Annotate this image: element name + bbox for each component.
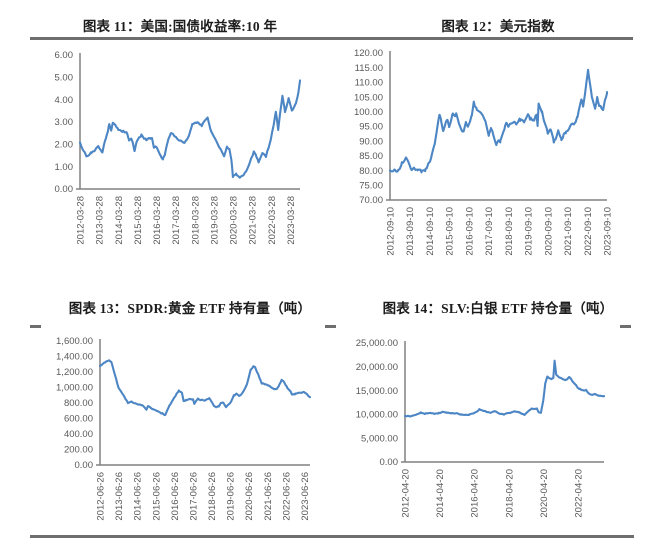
x-tick-label: 2014-04-20 [435, 469, 446, 518]
y-tick-label: 95.00 [359, 122, 383, 133]
y-tick-label: 20,000.00 [356, 362, 398, 373]
y-tick-label: 1,600.00 [56, 336, 93, 347]
series-line [78, 79, 302, 179]
y-tick-label: 120.00 [354, 48, 383, 59]
chart-figure-12: 120.00 115.00 110.00 105.00 100.00 95.00 90.00… [354, 48, 614, 255]
y-tick-label: 115.00 [355, 63, 383, 74]
chart-figure-13: 1,600.00 1,400.00 1,200.00 1,000.00 800.00 60… [56, 336, 312, 521]
x-tick-label: 2018-09-10 [504, 207, 515, 256]
y-tick-label: 5.00 [55, 73, 74, 84]
x-tick-label: 2019-09-10 [524, 207, 535, 256]
x-tick-label: 2019-03-28 [209, 196, 220, 245]
x-tick-label: 2012-06-26 [96, 472, 107, 521]
x-tick-label: 2021-09-10 [563, 207, 574, 256]
y-tick-label: 80.00 [359, 166, 383, 177]
x-tick-label: 2015-03-28 [133, 196, 144, 245]
y-tick-label: 90.00 [359, 136, 383, 147]
y-tick-label: 110.00 [355, 78, 383, 89]
x-tick-label: 2017-03-28 [171, 196, 182, 245]
x-tick-label: 2017-06-26 [188, 472, 199, 521]
x-tick-label: 2023-09-10 [603, 207, 614, 256]
x-tick-label: 2014-09-10 [425, 207, 436, 256]
x-tick-label: 2021-03-28 [248, 196, 259, 245]
x-tick-label: 2015-09-10 [445, 207, 456, 256]
y-tick-label: 15,000.00 [356, 386, 398, 397]
figure-12-title: 图表 12：美元指数 [441, 19, 555, 34]
figure-13-title: 图表 13：SPDR:黄金 ETF 持有量（吨） [68, 301, 312, 316]
x-tick-label: 2020-03-28 [229, 196, 240, 245]
y-tick-label: 6.00 [55, 50, 74, 61]
x-tick-label: 2016-09-10 [464, 207, 475, 256]
y-tick-label: 3.00 [55, 117, 74, 128]
y-tick-label: 0.00 [75, 460, 94, 471]
x-tick-label: 2023-03-28 [286, 196, 297, 245]
y-tick-label: 5,000.00 [361, 433, 398, 444]
x-tick-label: 2018-06-26 [207, 472, 218, 521]
x-tick-label: 2023-06-26 [300, 472, 311, 521]
bottom-border-rule [30, 535, 634, 538]
y-tick-label: 2.00 [55, 140, 74, 151]
top-title-rule [30, 37, 633, 40]
x-tick-label: 2018-04-20 [504, 469, 515, 518]
y-tick-label: 400.00 [64, 429, 93, 440]
y-tick-label: 105.00 [354, 92, 383, 103]
y-tick-label: 0.00 [380, 457, 399, 468]
y-tick-label: 1.00 [55, 162, 74, 173]
x-tick-label: 2012-09-10 [386, 207, 397, 256]
x-tick-label: 2012-04-20 [401, 469, 412, 518]
y-tick-label: 1,400.00 [56, 352, 93, 363]
x-tick-label: 2020-04-20 [539, 469, 550, 518]
y-tick-label: 85.00 [359, 151, 383, 162]
figure-11-title: 图表 11：美国:国债收益率:10 年 [82, 19, 278, 34]
y-tick-label: 100.00 [354, 107, 383, 118]
x-tick-label: 2016-03-28 [152, 196, 163, 245]
y-tick-label: 800.00 [64, 398, 93, 409]
x-tick-label: 2014-03-28 [114, 196, 125, 245]
y-tick-label: 200.00 [64, 445, 93, 456]
x-tick-label: 2018-03-28 [190, 196, 201, 245]
x-tick-label: 2013-06-26 [114, 472, 125, 521]
series-line [98, 359, 312, 417]
x-tick-label: 2013-09-10 [405, 207, 416, 256]
bottom-title-rule-dash-right [620, 325, 631, 328]
y-tick-label: 600.00 [64, 414, 93, 425]
series-line [403, 359, 606, 418]
x-tick-label: 2022-06-26 [281, 472, 292, 521]
bottom-title-rule-dash-left [30, 325, 41, 328]
y-tick-label: 70.00 [359, 195, 383, 206]
y-tick-label: 1,000.00 [56, 383, 93, 394]
y-tick-label: 0.00 [55, 184, 74, 195]
x-tick-label: 2022-03-28 [267, 196, 278, 245]
x-tick-label: 2020-06-26 [244, 472, 255, 521]
x-tick-label: 2022-09-10 [583, 207, 594, 256]
series-line [388, 68, 609, 174]
x-tick-label: 2014-06-26 [133, 472, 144, 521]
x-tick-label: 2019-06-26 [226, 472, 237, 521]
figure-14-title: 图表 14：SLV:白银 ETF 持仓量（吨） [382, 301, 614, 316]
x-tick-label: 2012-03-28 [76, 196, 87, 245]
y-tick-label: 4.00 [55, 95, 74, 106]
chart-figure-14: 25,000.00 20,000.00 15,000.00 10,000.00 5,00… [356, 338, 606, 518]
x-tick-label: 2013-03-28 [95, 196, 106, 245]
x-tick-label: 2016-04-20 [470, 469, 481, 518]
x-tick-label: 2022-04-20 [574, 469, 585, 518]
x-tick-label: 2016-06-26 [170, 472, 181, 521]
x-tick-label: 2017-09-10 [484, 207, 495, 256]
bottom-title-rule-dash-center [325, 325, 336, 328]
x-tick-label: 2015-06-26 [151, 472, 162, 521]
x-tick-label: 2021-06-26 [263, 472, 274, 521]
y-tick-label: 25,000.00 [356, 338, 398, 349]
y-tick-label: 75.00 [359, 181, 383, 192]
y-tick-label: 1,200.00 [56, 367, 93, 378]
y-tick-label: 10,000.00 [356, 410, 398, 421]
x-tick-label: 2020-09-10 [543, 207, 554, 256]
